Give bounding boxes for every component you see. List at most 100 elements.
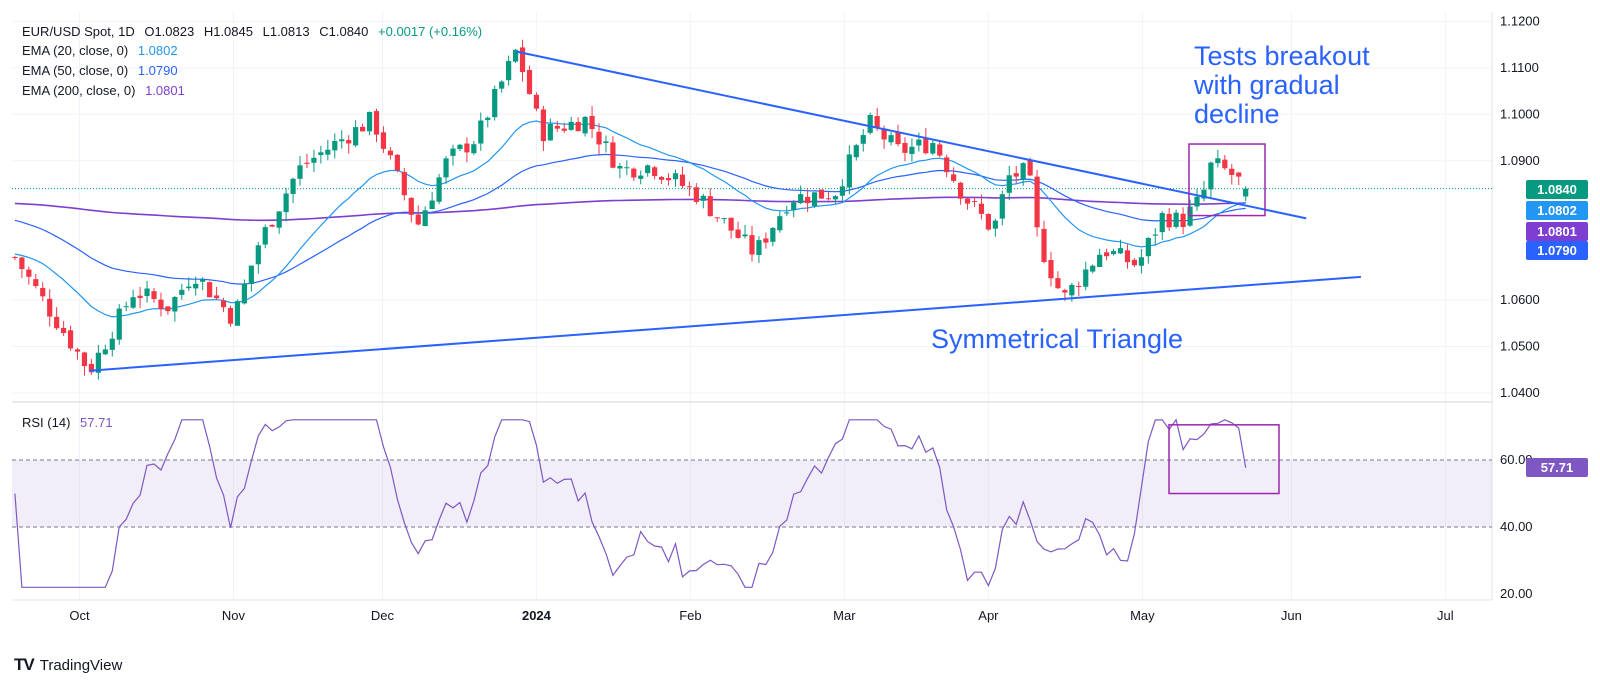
candle-body [401,171,407,196]
rsi-tick-label: 60.00 [1500,452,1533,467]
candle-body [978,203,985,214]
ema200-label: EMA (200, close, 0) [22,83,136,98]
ema200-value: 1.0801 [145,83,185,98]
candle-body [1173,212,1179,228]
candle-body [1194,196,1200,207]
candle-body [262,227,268,245]
candle-body [172,297,178,312]
candle-body [791,202,797,210]
price-tick-label: 1.1000 [1500,106,1540,121]
candle-body [1069,284,1075,296]
candle-body [408,197,414,215]
candle-body [1110,251,1117,255]
ema200-price-tag: 1.0801 [1526,222,1588,241]
candle-body [33,279,39,287]
rsi-legend[interactable]: RSI (14) 57.71 [22,415,119,430]
trendlines [89,50,1361,372]
candle-body [728,217,734,231]
axes: 1.1200 1.1100 1.1000 1.0900 1.0600 1.0500 1.04… [69,13,1539,623]
candle-body [888,135,894,143]
rsi-path [14,418,1247,588]
candle-body [540,109,546,142]
candle-body [756,240,762,255]
candle-body [457,144,463,150]
ema50-legend[interactable]: EMA (50, close, 0) 1.0790 [22,63,184,78]
candle-body [1041,228,1047,262]
ema20-price-tag: 1.0802 [1526,201,1588,220]
candle-body [832,196,839,200]
candle-body [693,187,699,202]
candle-body [1201,189,1207,199]
candle-body [1013,173,1019,177]
candle-body [1215,158,1221,164]
candle-body [568,121,574,130]
candle-body [12,257,18,259]
candle-body [763,238,769,243]
candle-body [798,194,804,204]
price-tick-label: 1.0500 [1500,339,1540,354]
candle-body [512,49,519,62]
candle-body [902,142,908,153]
candle-body [471,144,477,154]
candle-body [944,157,950,173]
candle-body [304,162,310,164]
candle-body [109,338,115,350]
candle-body [658,176,665,180]
candle-body [992,220,998,229]
candle-body [207,282,213,298]
ema20-legend[interactable]: EMA (20, close, 0) 1.0802 [22,43,184,58]
ema200-path [14,196,1246,222]
candle-body [916,139,922,146]
candle-body [547,123,553,141]
ema200-legend[interactable]: EMA (200, close, 0) 1.0801 [22,83,191,98]
candle-body [874,116,880,128]
candle-body [603,141,609,144]
candle-body [1208,162,1214,190]
candle-body [54,316,60,329]
candle-body [811,192,818,206]
candle-body [1229,168,1235,175]
candle-body [415,214,421,225]
candle-body [686,186,693,188]
candle-body [895,132,901,145]
candle-body [81,352,88,367]
ema50-value: 1.0790 [137,63,178,78]
highlight-boxes [1168,143,1280,495]
ema20-label: EMA (20, close, 0) [22,43,129,58]
time-tick-label: Jun [1281,608,1302,623]
candle-body [777,216,783,231]
ema50-path [14,153,1246,285]
candle-body [74,349,81,352]
candle-body [825,198,832,200]
symbol-info: EUR/USD Spot, 1D O1.0823 H1.0845 L1.0813… [22,24,488,39]
candle-body [1152,234,1158,236]
candle-body [339,139,345,142]
candle-body [40,287,46,297]
price-tick-label: 1.0400 [1500,385,1540,400]
candle-body [610,142,616,168]
candle-body [1180,213,1186,227]
candle-body [999,194,1005,219]
candle-body [1166,213,1172,228]
time-tick-label: 2024 [522,608,552,623]
candle-body [311,157,317,163]
tradingview-brand[interactable]: TV TradingView [14,655,122,675]
candle-body [269,224,275,227]
candle-body [971,201,978,203]
candle-body [985,213,991,230]
candle-body [200,279,206,282]
candle-body [937,144,943,156]
ema20-path [14,120,1246,318]
ema200-line [14,196,1246,222]
candle-body [429,200,435,210]
candle-body [283,193,289,213]
candle-body [506,60,512,81]
symbol-title[interactable]: EUR/USD Spot, 1D [22,24,135,39]
candle-body [492,89,498,118]
candle-body [707,196,713,217]
candle-body [464,143,470,153]
candle-body [325,149,331,155]
candle-body [241,283,247,304]
candle-body [1104,252,1110,257]
